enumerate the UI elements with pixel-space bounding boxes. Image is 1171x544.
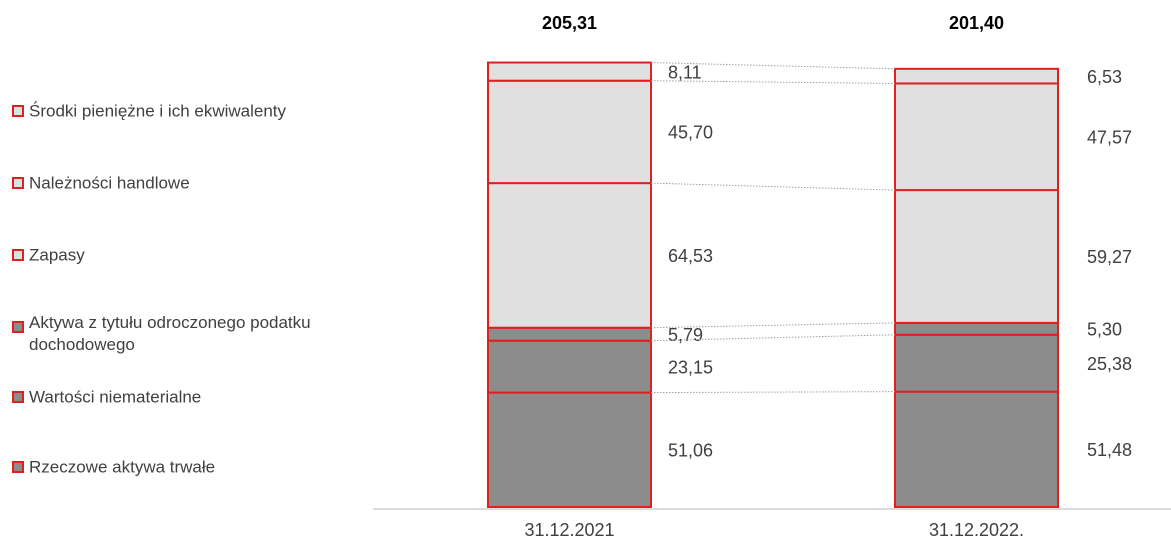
value-label: 64,53 <box>668 246 713 266</box>
value-label: 59,27 <box>1087 247 1132 267</box>
legend-label: Środki pieniężne i ich ekwiwalenty <box>29 101 287 120</box>
value-label: 5,79 <box>668 325 703 345</box>
bar-segment <box>487 339 652 394</box>
legend-marker <box>12 321 24 333</box>
value-label: 45,70 <box>668 123 713 143</box>
total-label: 201,40 <box>949 13 1004 33</box>
bar-segment <box>487 61 652 82</box>
value-label: 25,38 <box>1087 354 1132 374</box>
bar-segment <box>487 326 652 342</box>
legend-label-line: dochodowego <box>29 335 135 354</box>
value-label: 5,30 <box>1087 320 1122 340</box>
bar-segment <box>894 67 1059 85</box>
value-label: 6,53 <box>1087 67 1122 87</box>
total-label: 205,31 <box>542 13 597 33</box>
legend-marker <box>12 249 24 261</box>
bar-segment <box>894 321 1059 336</box>
bar-segment <box>487 391 652 509</box>
legend-marker <box>12 461 24 473</box>
legend-marker <box>12 391 24 403</box>
value-label: 51,48 <box>1087 440 1132 460</box>
legend-label: Rzeczowe aktywa trwałe <box>29 457 215 476</box>
bar-segment <box>894 189 1059 324</box>
bar-segment <box>487 182 652 329</box>
bar-segment <box>894 390 1059 508</box>
connector-line <box>650 391 896 394</box>
connector-line <box>650 182 896 191</box>
value-label: 23,15 <box>668 357 713 377</box>
bar-segment <box>894 82 1059 192</box>
legend-marker <box>12 177 24 189</box>
x-tick-label: 31.12.2022. <box>929 520 1024 540</box>
value-label: 8,11 <box>668 62 702 82</box>
legend-label: Aktywa z tytułu odroczonego podatku docho… <box>29 313 311 354</box>
legend-label: Wartości niematerialne <box>29 387 201 406</box>
bar-segment <box>487 79 652 185</box>
legend-marker <box>12 105 24 117</box>
bar-segment <box>894 333 1059 393</box>
x-tick-label: 31.12.2021 <box>524 520 614 540</box>
legend-label-line: Aktywa z tytułu odroczonego podatku <box>29 313 311 332</box>
value-label: 51,06 <box>668 441 713 461</box>
legend-label: Zapasy <box>29 245 85 264</box>
legend-label: Należności handlowe <box>29 173 190 192</box>
value-label: 47,57 <box>1087 128 1132 148</box>
